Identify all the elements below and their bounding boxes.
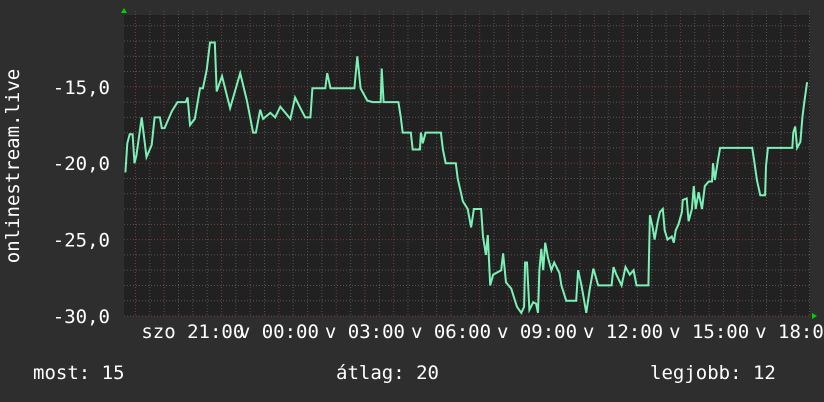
x-tick-label: v 06:00 <box>411 321 491 343</box>
y-tick-label: -25,0 <box>53 230 110 252</box>
x-tick-label: szo 21:00 <box>141 321 244 343</box>
series <box>124 41 809 315</box>
y-tick-labels: -15,0 -20,0 -25,0 -30,0 <box>53 77 110 328</box>
series-line <box>124 41 809 315</box>
y-tick-label: -30,0 <box>53 306 110 328</box>
x-axis-arrow-icon <box>812 313 817 319</box>
y-tick-label: -20,0 <box>53 153 110 175</box>
x-tick-label: v 00:00 <box>239 321 319 343</box>
y-axis-arrow-icon <box>121 8 127 13</box>
plot-area <box>124 15 810 316</box>
current-value: most: 15 <box>33 362 125 384</box>
y-axis-label: onlinestream.live <box>2 69 24 263</box>
x-tick-label: v 15:00 <box>669 321 749 343</box>
x-tick-label: v 18:00 <box>755 321 824 343</box>
x-tick-label: v 03:00 <box>325 321 405 343</box>
x-tick-label: v 12:00 <box>583 321 663 343</box>
x-tick-label: v 09:00 <box>497 321 577 343</box>
best-value: legjobb: 12 <box>650 362 776 384</box>
y-tick-label: -15,0 <box>53 77 110 99</box>
average-value: átlag: 20 <box>336 362 439 384</box>
x-tick-labels: szo 21:00v 00:00 v 03:00 v 06:00 v 09:00 v 1… <box>141 321 824 343</box>
